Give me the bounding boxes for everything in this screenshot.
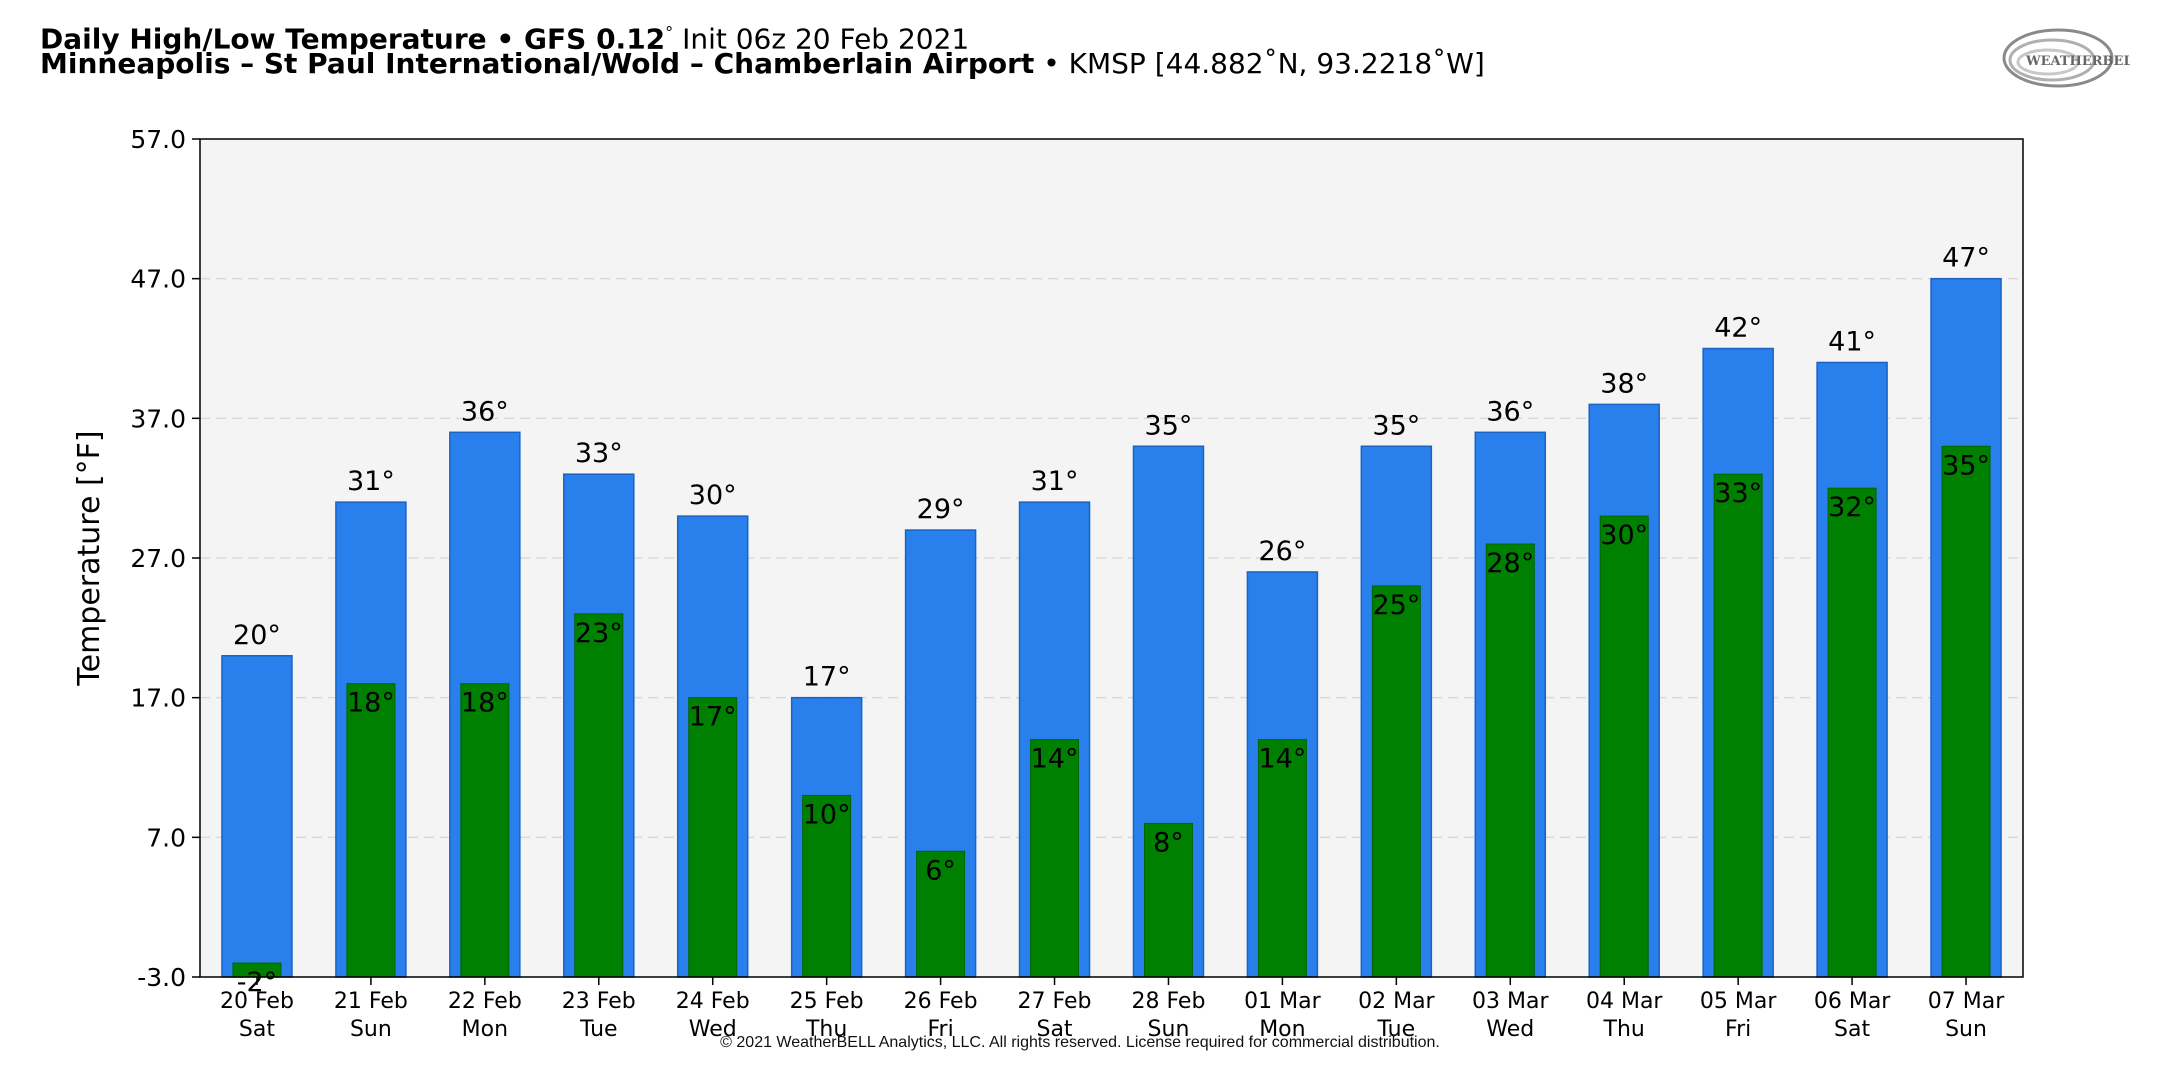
low-value-label: 6°	[925, 855, 956, 886]
x-tick-label-day: Sun	[1945, 1017, 1987, 1042]
x-tick-label-day: Mon	[1259, 1017, 1305, 1042]
title-main: Daily High/Low Temperature • GFS 0.12	[40, 22, 666, 56]
y-tick-label: 17.0	[130, 684, 186, 713]
low-value-label: 18°	[347, 688, 395, 719]
x-tick-label-day: Tue	[579, 1017, 618, 1042]
high-value-label: 20°	[233, 620, 281, 651]
x-tick-label-day: Wed	[689, 1017, 737, 1042]
low-bar	[574, 613, 624, 978]
logo-text: WEATHERBELL	[2025, 54, 2130, 69]
x-tick-label-date: 07 Mar	[1928, 989, 2005, 1014]
x-tick-label-day: Fri	[927, 1017, 953, 1042]
low-value-label: 25°	[1372, 590, 1420, 621]
x-tick-label-date: 26 Feb	[904, 989, 978, 1014]
x-tick-label-day: Thu	[805, 1017, 847, 1042]
title-degree: °	[665, 23, 674, 42]
x-tick-label-day: Sun	[350, 1017, 392, 1042]
low-bar	[346, 683, 396, 978]
y-tick-label: 7.0	[146, 823, 186, 852]
low-value-label: 23°	[575, 618, 623, 649]
low-value-label: 28°	[1486, 548, 1534, 579]
high-value-label: 31°	[347, 466, 395, 497]
x-tick-label-date: 21 Feb	[334, 989, 408, 1014]
high-value-label: 30°	[689, 480, 737, 511]
low-value-label: 14°	[1258, 744, 1306, 775]
x-tick-label-day: Sat	[1036, 1017, 1072, 1042]
y-tick-label: 47.0	[130, 265, 186, 294]
low-bar	[1713, 473, 1763, 978]
x-tick-label-date: 24 Feb	[676, 989, 750, 1014]
x-tick-label-date: 23 Feb	[562, 989, 636, 1014]
high-value-label: 29°	[917, 494, 965, 525]
subtitle-station: Minneapolis – St Paul International/Wold…	[40, 47, 1035, 80]
x-tick-label-date: 28 Feb	[1131, 989, 1205, 1014]
low-value-label: 32°	[1828, 492, 1876, 523]
low-bar	[916, 850, 966, 978]
y-tick-label: 27.0	[130, 544, 186, 573]
y-tick-label: 37.0	[130, 404, 186, 433]
low-bar	[1941, 445, 1991, 978]
y-tick-label: -3.0	[137, 963, 186, 992]
low-bar	[1599, 515, 1649, 978]
x-tick-label-day: Sat	[239, 1017, 275, 1042]
low-bar	[1371, 585, 1421, 978]
copyright-footer: © 2021 WeatherBELL Analytics, LLC. All r…	[720, 1034, 1440, 1051]
x-tick-label-day: Mon	[462, 1017, 508, 1042]
x-tick-label-date: 22 Feb	[448, 989, 522, 1014]
high-value-label: 31°	[1031, 466, 1079, 497]
plot-frame	[199, 138, 2024, 978]
high-value-label: 42°	[1714, 313, 1762, 344]
x-tick-label-date: 03 Mar	[1472, 989, 1549, 1014]
y-tick-label: 57.0	[130, 125, 186, 154]
high-value-label: 38°	[1600, 368, 1648, 399]
weatherbell-logo: WEATHERBELL	[2002, 28, 2130, 88]
low-bar	[460, 683, 510, 978]
low-value-label: 14°	[1031, 744, 1079, 775]
x-tick-label-date: 25 Feb	[790, 989, 864, 1014]
low-value-label: 30°	[1600, 520, 1648, 551]
y-axis-label: Temperature [°F]	[72, 430, 107, 686]
x-tick-label-day: Wed	[1486, 1017, 1534, 1042]
x-tick-label-date: 27 Feb	[1018, 989, 1092, 1014]
high-bar	[221, 655, 293, 978]
x-tick-label-day: Fri	[1725, 1017, 1751, 1042]
x-tick-label-date: 05 Mar	[1700, 989, 1777, 1014]
x-tick-label-day: Thu	[1603, 1017, 1645, 1042]
x-tick-label-date: 04 Mar	[1586, 989, 1663, 1014]
high-value-label: 17°	[803, 662, 851, 693]
chart-subtitle: Minneapolis – St Paul International/Wold…	[40, 47, 1485, 81]
x-tick-label-day: Tue	[1377, 1017, 1416, 1042]
x-tick-label-date: 06 Mar	[1814, 989, 1891, 1014]
subtitle-coords: • KMSP [44.882˚N, 93.2218˚W]	[1043, 47, 1485, 80]
high-value-label: 26°	[1258, 536, 1306, 567]
x-tick-label-date: 02 Mar	[1358, 989, 1435, 1014]
low-bar	[1143, 822, 1193, 978]
low-value-label: 8°	[1153, 827, 1184, 858]
high-value-label: 36°	[1486, 396, 1534, 427]
high-value-label: 36°	[461, 396, 509, 427]
title-init: Init 06z 20 Feb 2021	[682, 22, 970, 56]
low-bar	[802, 794, 852, 978]
x-tick-label-day: Sat	[1834, 1017, 1870, 1042]
high-value-label: 35°	[1372, 410, 1420, 441]
low-value-label: 18°	[461, 688, 509, 719]
low-value-label: 10°	[803, 799, 851, 830]
low-value-label: 17°	[689, 702, 737, 733]
low-bar	[1827, 487, 1877, 978]
high-value-label: 33°	[575, 438, 623, 469]
x-tick-label-date: 20 Feb	[220, 989, 294, 1014]
chart-title: Daily High/Low Temperature • GFS 0.12° I…	[40, 16, 969, 56]
high-value-label: 47°	[1942, 243, 1990, 274]
high-value-label: 35°	[1145, 410, 1193, 441]
low-bar	[1485, 543, 1535, 978]
x-tick-label-date: 01 Mar	[1244, 989, 1321, 1014]
x-tick-label-day: Sun	[1148, 1017, 1190, 1042]
low-value-label: 35°	[1942, 450, 1990, 481]
low-bar	[1030, 739, 1080, 978]
low-bar	[688, 697, 738, 978]
high-value-label: 41°	[1828, 326, 1876, 357]
low-value-label: 33°	[1714, 478, 1762, 509]
low-bar	[1257, 739, 1307, 978]
